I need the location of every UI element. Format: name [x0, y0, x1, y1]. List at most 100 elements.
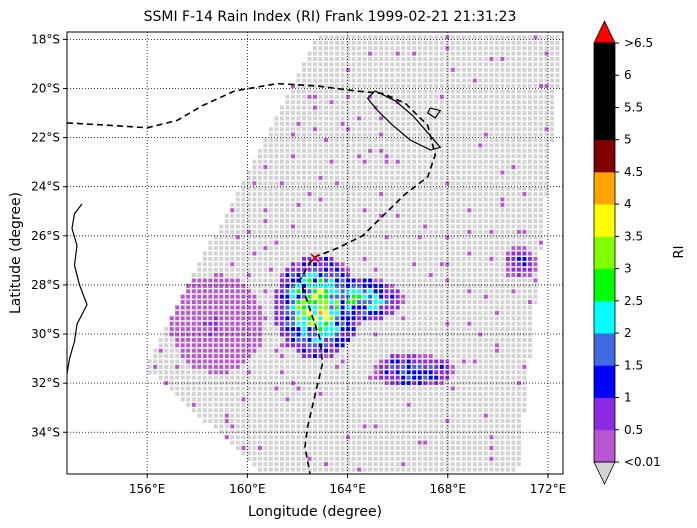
rain-pixel [169, 375, 174, 380]
rain-pixel [362, 51, 367, 56]
rain-pixel [406, 402, 411, 407]
rain-pixel [489, 435, 494, 440]
rain-pixel [219, 419, 224, 423]
rain-pixel [527, 235, 532, 240]
rain-pixel [390, 316, 395, 321]
rain-pixel [445, 300, 450, 305]
rain-pixel [505, 40, 510, 45]
rain-pixel [550, 111, 554, 115]
rain-pixel [505, 381, 510, 386]
rain-pixel [208, 273, 213, 278]
rain-pixel [213, 370, 218, 375]
rain-pixel [472, 148, 477, 153]
rain-pixel [390, 451, 395, 456]
rain-pixel [505, 219, 510, 224]
rain-pixel [516, 375, 521, 380]
rain-pixel [445, 229, 450, 234]
rain-pixel [279, 219, 284, 224]
rain-pixel [423, 273, 428, 278]
rain-pixel [263, 359, 268, 364]
rain-pixel [318, 397, 323, 402]
rain-pixel [406, 359, 411, 364]
rain-pixel [384, 154, 389, 159]
rain-pixel [434, 94, 439, 99]
rain-pixel [390, 337, 395, 342]
rain-pixel [406, 446, 411, 450]
rain-pixel [401, 370, 406, 375]
rain-pixel [346, 111, 351, 115]
rain-pixel [500, 283, 505, 288]
rain-pixel [439, 197, 444, 202]
rain-pixel [428, 84, 433, 88]
rain-pixel [406, 467, 411, 472]
rain-pixel [246, 327, 251, 332]
rain-pixel [257, 213, 262, 218]
rain-pixel [235, 246, 240, 251]
rain-pixel [511, 262, 516, 267]
y-axis-label: Latitude (degree) [8, 192, 24, 314]
rain-pixel [362, 440, 367, 445]
rain-pixel [307, 294, 312, 299]
rain-pixel [379, 440, 384, 445]
rain-pixel [186, 289, 191, 294]
rain-pixel [472, 462, 477, 467]
rain-pixel [318, 235, 323, 240]
rain-pixel [373, 57, 378, 61]
rain-pixel [335, 84, 339, 88]
rain-pixel [296, 246, 301, 251]
rain-pixel [483, 202, 488, 207]
rain-pixel [406, 262, 411, 267]
rain-pixel [539, 105, 543, 110]
rain-pixel [445, 181, 450, 186]
rain-pixel [516, 240, 521, 245]
rain-pixel [230, 246, 235, 251]
rain-pixel [368, 240, 373, 245]
rain-pixel [401, 165, 406, 170]
rain-pixel [412, 235, 417, 240]
rain-pixel [401, 446, 406, 450]
rain-pixel [412, 321, 417, 326]
rain-pixel [439, 170, 444, 175]
rain-pixel [351, 429, 356, 434]
rain-pixel [516, 229, 521, 234]
rain-pixel [417, 419, 422, 423]
rain-pixel [362, 170, 367, 175]
rain-pixel [268, 273, 273, 278]
rain-pixel [494, 46, 499, 51]
rain-pixel [279, 224, 284, 229]
rain-pixel [235, 197, 240, 202]
rain-pixel [384, 89, 389, 94]
rain-pixel [313, 283, 317, 288]
rain-pixel [489, 138, 494, 142]
rain-pixel [423, 148, 428, 153]
rain-pixel [494, 132, 499, 137]
rain-pixel [351, 229, 356, 234]
rain-pixel [428, 35, 433, 40]
rain-pixel [257, 235, 262, 240]
rain-pixel [500, 213, 505, 218]
rain-pixel [461, 89, 466, 94]
rain-pixel [257, 289, 262, 294]
rain-pixel [285, 111, 290, 115]
rain-pixel [423, 300, 428, 305]
rain-pixel [257, 348, 262, 353]
rain-pixel [373, 224, 378, 229]
rain-pixel [274, 213, 279, 218]
rain-pixel [417, 105, 422, 110]
rain-pixel [191, 343, 196, 348]
rain-pixel [318, 370, 323, 375]
rain-pixel [274, 332, 279, 337]
rain-pixel [401, 175, 406, 180]
rain-pixel [346, 138, 351, 142]
rain-pixel [544, 67, 549, 72]
rain-pixel [219, 262, 224, 267]
rain-pixel [368, 175, 373, 180]
rain-pixel [456, 289, 461, 294]
rain-pixel [329, 159, 334, 164]
rain-pixel [478, 370, 483, 375]
rain-pixel [340, 300, 345, 305]
rain-pixel [505, 143, 510, 148]
rain-pixel [340, 143, 345, 148]
rain-pixel [401, 451, 406, 456]
rain-pixel [351, 105, 356, 110]
